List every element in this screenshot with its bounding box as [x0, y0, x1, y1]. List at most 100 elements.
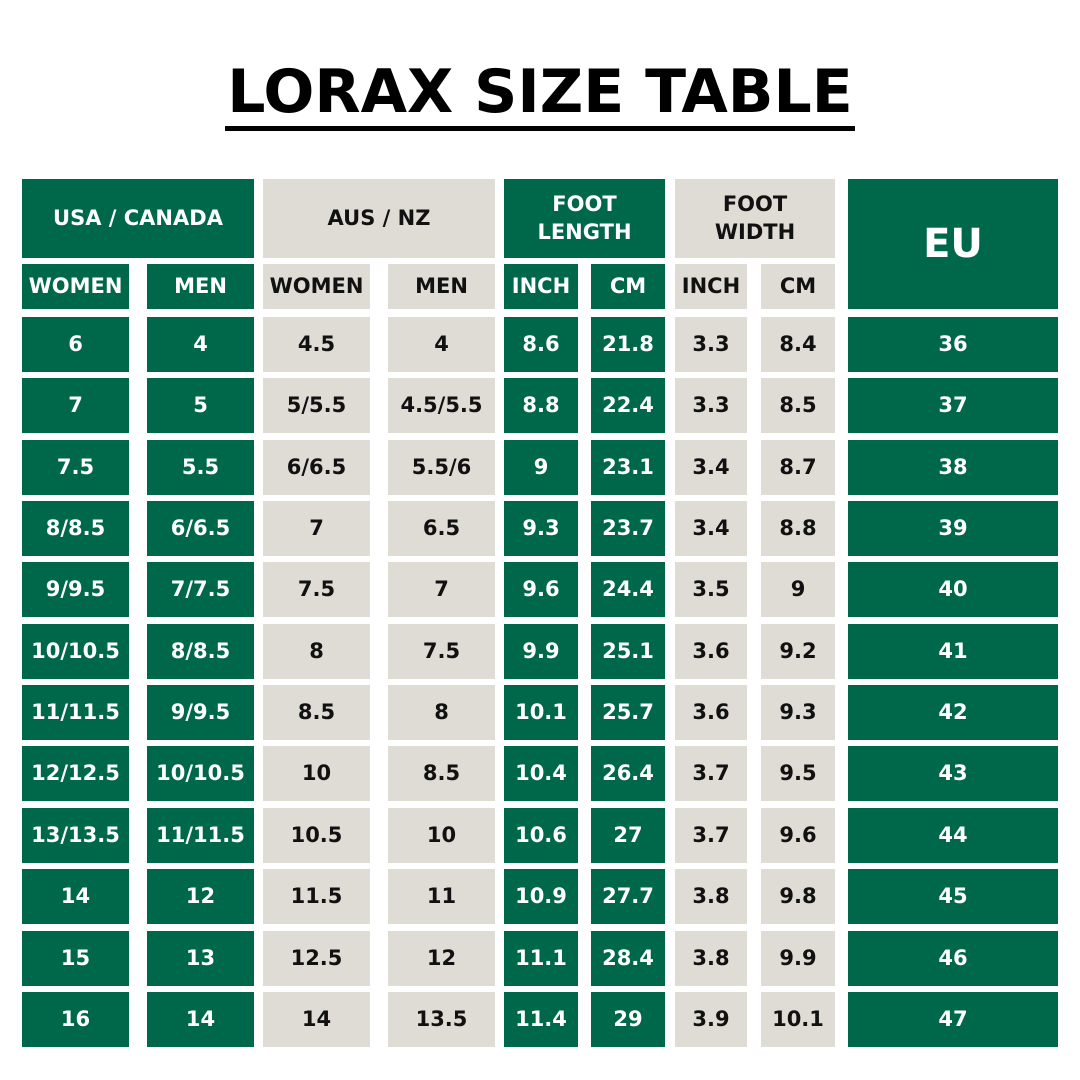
cell-eu: 43	[848, 746, 1058, 801]
cell-width-inch: 3.8	[675, 869, 747, 924]
cell-length-cm: 22.4	[591, 378, 665, 433]
cell-us-women: 6	[22, 317, 129, 372]
cell-width-inch: 3.5	[675, 562, 747, 617]
cell-aus-men: 11	[388, 869, 495, 924]
cell-aus-women: 12.5	[263, 931, 370, 986]
cell-length-cm: 23.7	[591, 501, 665, 556]
cell-us-men: 8/8.5	[147, 624, 254, 679]
cell-aus-men: 13.5	[388, 992, 495, 1047]
cell-us-women: 15	[22, 931, 129, 986]
subheader-women-us: WOMEN	[22, 264, 129, 309]
cell-width-inch: 3.3	[675, 317, 747, 372]
cell-aus-women: 5/5.5	[263, 378, 370, 433]
cell-length-cm: 23.1	[591, 440, 665, 495]
cell-us-women: 11/11.5	[22, 685, 129, 740]
subheader-cm-width: CM	[761, 264, 835, 309]
cell-eu: 39	[848, 501, 1058, 556]
header-eu: EU	[848, 179, 1058, 309]
cell-length-cm: 27.7	[591, 869, 665, 924]
cell-length-inch: 9.6	[504, 562, 578, 617]
subheader-women-aus: WOMEN	[263, 264, 370, 309]
subheader-inch-width: INCH	[675, 264, 747, 309]
cell-length-inch: 11.4	[504, 992, 578, 1047]
cell-us-men: 7/7.5	[147, 562, 254, 617]
cell-length-inch: 8.6	[504, 317, 578, 372]
cell-width-cm: 9.5	[761, 746, 835, 801]
cell-aus-men: 6.5	[388, 501, 495, 556]
subheader-inch-length: INCH	[504, 264, 578, 309]
cell-aus-women: 8.5	[263, 685, 370, 740]
cell-width-inch: 3.7	[675, 746, 747, 801]
cell-width-cm: 8.5	[761, 378, 835, 433]
cell-length-cm: 27	[591, 808, 665, 863]
cell-aus-men: 8	[388, 685, 495, 740]
cell-us-women: 14	[22, 869, 129, 924]
cell-aus-women: 7	[263, 501, 370, 556]
subheader-cm-length: CM	[591, 264, 665, 309]
cell-width-inch: 3.8	[675, 931, 747, 986]
cell-width-cm: 8.4	[761, 317, 835, 372]
cell-us-women: 12/12.5	[22, 746, 129, 801]
cell-width-cm: 8.8	[761, 501, 835, 556]
cell-eu: 46	[848, 931, 1058, 986]
cell-length-cm: 26.4	[591, 746, 665, 801]
cell-aus-women: 8	[263, 624, 370, 679]
cell-aus-women: 7.5	[263, 562, 370, 617]
header-aus-nz: AUS / NZ	[263, 179, 495, 258]
cell-us-women: 7	[22, 378, 129, 433]
cell-eu: 41	[848, 624, 1058, 679]
header-foot-length: FOOT LENGTH	[504, 179, 665, 258]
header-foot-width: FOOT WIDTH	[675, 179, 835, 258]
cell-width-cm: 8.7	[761, 440, 835, 495]
cell-aus-women: 11.5	[263, 869, 370, 924]
cell-width-inch: 3.4	[675, 501, 747, 556]
cell-aus-men: 10	[388, 808, 495, 863]
cell-aus-men: 4	[388, 317, 495, 372]
title-text: LORAX SIZE TABLE	[225, 58, 855, 131]
cell-aus-men: 12	[388, 931, 495, 986]
cell-eu: 45	[848, 869, 1058, 924]
subheader-men-us: MEN	[147, 264, 254, 309]
cell-length-cm: 25.1	[591, 624, 665, 679]
cell-us-women: 13/13.5	[22, 808, 129, 863]
cell-aus-men: 8.5	[388, 746, 495, 801]
cell-length-inch: 10.1	[504, 685, 578, 740]
cell-width-inch: 3.9	[675, 992, 747, 1047]
cell-width-cm: 9.3	[761, 685, 835, 740]
cell-aus-women: 10.5	[263, 808, 370, 863]
cell-aus-women: 4.5	[263, 317, 370, 372]
cell-width-cm: 9.2	[761, 624, 835, 679]
cell-width-inch: 3.6	[675, 624, 747, 679]
cell-eu: 44	[848, 808, 1058, 863]
cell-aus-men: 7.5	[388, 624, 495, 679]
cell-width-cm: 9	[761, 562, 835, 617]
cell-aus-women: 14	[263, 992, 370, 1047]
cell-us-men: 11/11.5	[147, 808, 254, 863]
header-usa-canada: USA / CANADA	[22, 179, 254, 258]
cell-eu: 36	[848, 317, 1058, 372]
cell-aus-women: 10	[263, 746, 370, 801]
cell-us-women: 16	[22, 992, 129, 1047]
cell-us-women: 8/8.5	[22, 501, 129, 556]
cell-width-inch: 3.6	[675, 685, 747, 740]
cell-width-inch: 3.3	[675, 378, 747, 433]
cell-length-inch: 9.9	[504, 624, 578, 679]
cell-us-men: 6/6.5	[147, 501, 254, 556]
cell-eu: 40	[848, 562, 1058, 617]
cell-width-inch: 3.7	[675, 808, 747, 863]
cell-eu: 42	[848, 685, 1058, 740]
cell-length-inch: 9.3	[504, 501, 578, 556]
cell-width-cm: 9.8	[761, 869, 835, 924]
cell-us-men: 10/10.5	[147, 746, 254, 801]
cell-width-cm: 9.9	[761, 931, 835, 986]
cell-aus-men: 4.5/5.5	[388, 378, 495, 433]
cell-length-cm: 24.4	[591, 562, 665, 617]
subheader-men-aus: MEN	[388, 264, 495, 309]
cell-width-cm: 10.1	[761, 992, 835, 1047]
cell-length-inch: 10.4	[504, 746, 578, 801]
cell-us-women: 10/10.5	[22, 624, 129, 679]
cell-eu: 38	[848, 440, 1058, 495]
cell-length-inch: 9	[504, 440, 578, 495]
cell-length-inch: 8.8	[504, 378, 578, 433]
cell-us-men: 14	[147, 992, 254, 1047]
